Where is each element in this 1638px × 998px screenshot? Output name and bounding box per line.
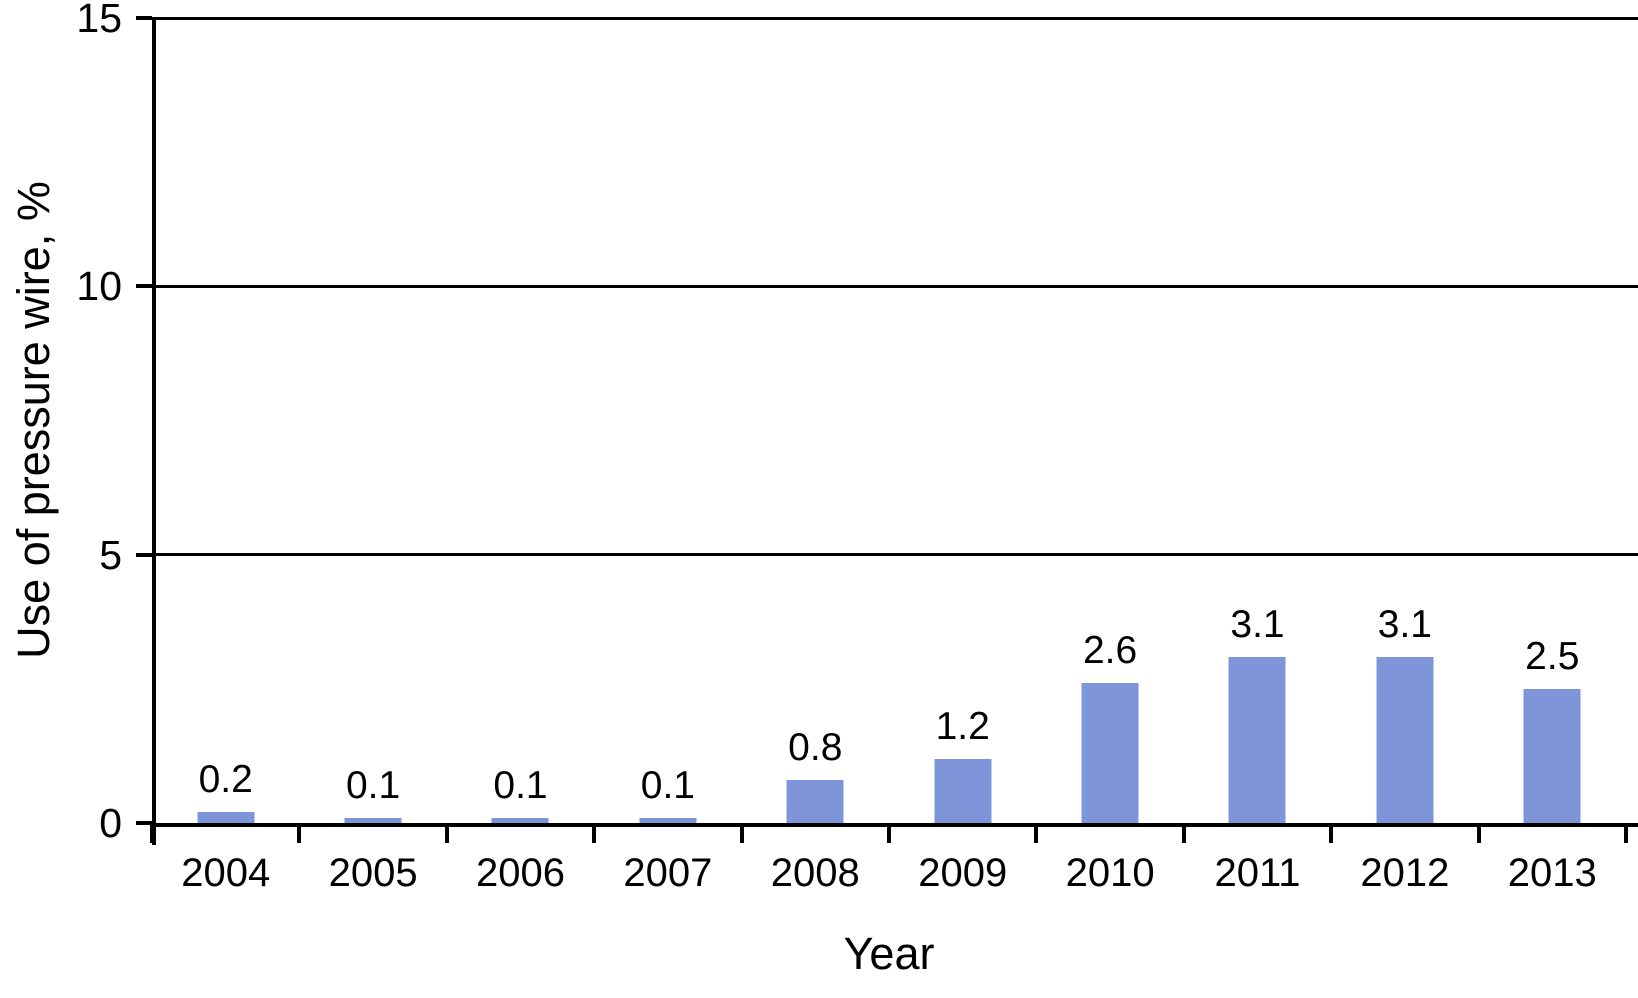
x-tick-label-2006: 2006: [476, 851, 565, 895]
bar-2008: [786, 780, 844, 823]
bar-value-label: 0.8: [788, 726, 843, 770]
bar-2013: [1523, 688, 1581, 823]
category-slot-2007: 0.1 2007: [594, 18, 741, 895]
x-tick-mark: [1624, 823, 1628, 843]
bar-value-label: 0.1: [493, 763, 548, 807]
category-slot-2012: 3.1 2012: [1331, 18, 1478, 895]
y-axis-title: Use of pressure wire, %: [8, 181, 59, 659]
bar-2006: [491, 817, 549, 823]
x-tick-mark: [1181, 823, 1186, 843]
bar-value-label: 3.1: [1377, 602, 1432, 646]
bar-value-label: 0.1: [640, 763, 695, 807]
y-tick-label: 10: [76, 263, 122, 310]
category-slot-2010: 2.6 2010: [1036, 18, 1183, 895]
x-tick-mark: [1329, 823, 1334, 843]
x-tick-mark: [1476, 823, 1481, 843]
category-slot-2006: 0.1 2006: [447, 18, 594, 895]
gridline-y-10: [152, 284, 1638, 288]
bar-2005: [344, 817, 402, 823]
x-tick-mark: [297, 823, 302, 843]
x-axis-title: Year: [843, 928, 935, 979]
x-tick-mark: [444, 823, 449, 843]
bar-2011: [1228, 656, 1286, 823]
x-tick-label-2004: 2004: [181, 851, 271, 895]
category-slot-2011: 3.1 2011: [1184, 18, 1331, 895]
x-tick-mark: [592, 823, 597, 843]
y-tick-mark: [136, 821, 152, 825]
x-tick-label-2005: 2005: [328, 851, 418, 895]
x-tick-label-2011: 2011: [1214, 851, 1301, 895]
y-tick-label: 5: [99, 531, 122, 578]
bar-2012: [1376, 656, 1434, 823]
x-tick-label-2010: 2010: [1065, 851, 1155, 895]
bar-value-label: 2.5: [1525, 634, 1580, 678]
x-tick-label-2013: 2013: [1507, 851, 1597, 895]
bar-2009: [934, 758, 992, 823]
x-axis-line: [152, 823, 1638, 827]
bar-2007: [639, 817, 697, 823]
y-axis-line: [152, 18, 156, 845]
x-tick-label-2007: 2007: [623, 851, 713, 895]
bar-value-label: 1.2: [935, 704, 990, 748]
x-tick-mark: [150, 823, 154, 843]
gridline-y-15: [152, 16, 1638, 20]
bar-value-label: 2.6: [1082, 629, 1138, 673]
category-slot-2008: 0.8 2008: [742, 18, 889, 895]
category-slot-2004: 0.2 2004: [152, 18, 299, 895]
y-tick-mark: [136, 16, 152, 20]
x-tick-mark: [887, 823, 891, 843]
x-tick-mark: [1034, 823, 1039, 843]
bar-value-label: 3.1: [1230, 602, 1285, 646]
y-tick-label: 15: [76, 0, 122, 41]
category-slot-2005: 0.1 2005: [299, 18, 446, 895]
gridline-y-5: [152, 553, 1638, 557]
y-tick-mark: [136, 552, 152, 557]
x-tick-mark: [739, 823, 744, 843]
x-tick-label-2008: 2008: [770, 851, 860, 895]
y-tick-mark: [136, 284, 152, 289]
bar-2010: [1081, 683, 1139, 823]
bar-value-label: 0.1: [345, 763, 401, 807]
bar-2004: [197, 812, 255, 823]
y-tick-label: 0: [99, 800, 122, 846]
bar-value-label: 0.2: [198, 758, 253, 802]
x-tick-label-2009: 2009: [918, 851, 1008, 895]
plot-area: 0 5 10 15 0.2 2004 0.1 2005 0.1 2006 0.1 2007 0.8 200…: [76, 0, 1638, 895]
category-slot-2009: 1.2 2009: [889, 18, 1036, 895]
category-slot-2013: 2.5 2013: [1479, 18, 1626, 895]
x-tick-label-2012: 2012: [1360, 851, 1450, 895]
